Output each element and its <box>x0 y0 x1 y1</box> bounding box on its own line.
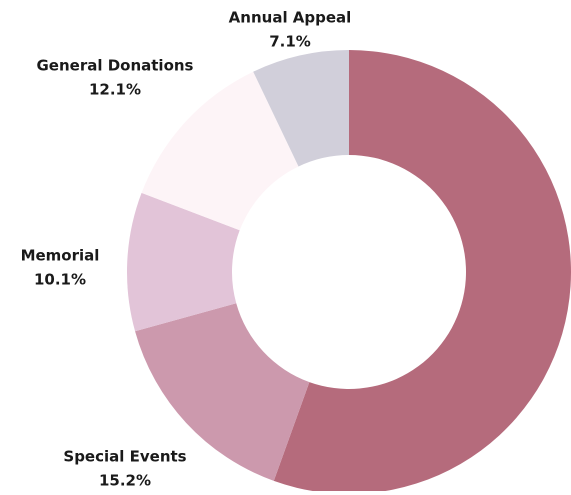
slice-value-label: 15.2% <box>99 472 151 490</box>
donut-slice <box>126 192 240 332</box>
donut-slice <box>141 71 299 231</box>
slice-label: General Donations <box>36 57 193 75</box>
slice-label: Special Events <box>63 448 186 466</box>
slice-label: Memorial <box>21 247 100 265</box>
slice-value-label: 7.1% <box>269 33 311 51</box>
donut-slice <box>253 50 349 167</box>
slice-value-label: 12.1% <box>89 81 141 99</box>
donut-slice <box>273 50 571 494</box>
donut-slice <box>135 303 310 481</box>
slice-label: Annual Appeal <box>229 9 352 27</box>
slice-value-label: 10.1% <box>34 271 86 289</box>
